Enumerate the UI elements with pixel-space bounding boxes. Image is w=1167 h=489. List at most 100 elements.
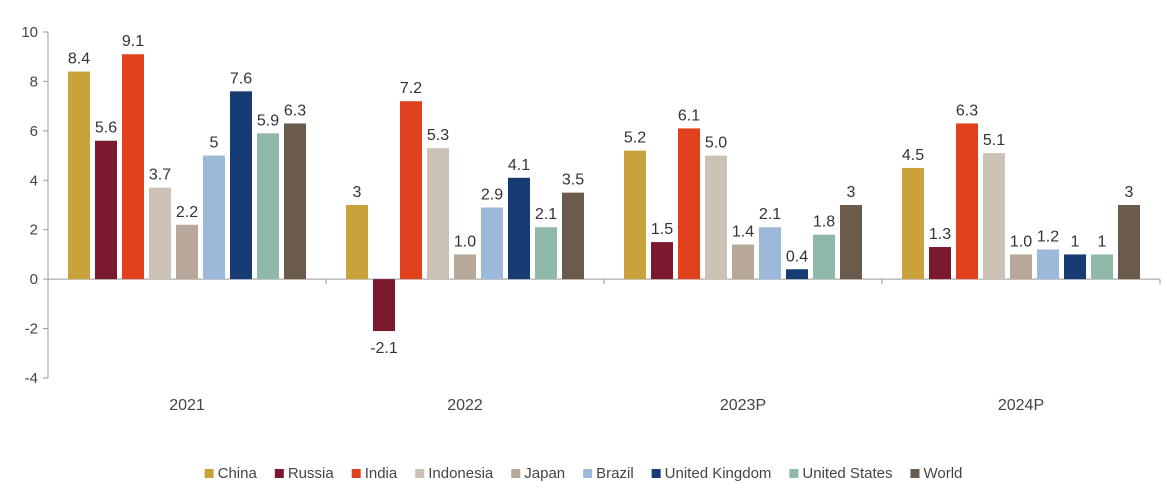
- data-label: 5.0: [705, 135, 727, 152]
- y-tick-label: 2: [30, 222, 38, 239]
- legend: China Russia India Indonesia Japan Brazil Unit…: [204, 465, 962, 482]
- bar-brazil-2023p: [759, 227, 781, 280]
- y-tick-label: 8: [30, 73, 38, 90]
- legend-label: United Kingdom: [665, 465, 772, 482]
- legend-item-china: China: [204, 465, 258, 482]
- bar-russia-2022: [373, 279, 395, 332]
- bar-united-states-2023p: [813, 234, 835, 280]
- bar-united-kingdom-2023p: [786, 269, 808, 280]
- data-label: 4.1: [508, 157, 530, 174]
- data-label: 1.4: [732, 224, 754, 241]
- x-category-label: 2023P: [720, 397, 766, 414]
- legend-item-india: India: [351, 465, 398, 482]
- data-label: 2.9: [481, 186, 503, 203]
- data-label: 3.7: [149, 167, 171, 184]
- bar-japan-2024p: [1010, 254, 1032, 280]
- y-tick-label: 10: [21, 24, 38, 41]
- data-label: 3.5: [562, 172, 584, 189]
- bar-world-2024p: [1118, 205, 1140, 280]
- bar-japan-2021: [176, 224, 198, 280]
- bar-brazil-2024p: [1037, 249, 1059, 280]
- legend-swatch: [274, 469, 284, 478]
- legend-label: Indonesia: [428, 465, 494, 482]
- bar-indonesia-2021: [149, 187, 171, 280]
- data-label: 6.3: [284, 102, 306, 119]
- data-label: 1.0: [1010, 233, 1032, 250]
- data-label: 5.3: [427, 127, 449, 144]
- legend-item-brazil: Brazil: [583, 465, 634, 482]
- bar-brazil-2021: [203, 155, 225, 280]
- legend-swatch: [204, 469, 214, 478]
- bar-brazil-2022: [481, 207, 503, 280]
- bar-japan-2022: [454, 254, 476, 280]
- data-label: 3: [847, 184, 856, 201]
- legend-swatch: [511, 469, 521, 478]
- data-label: 7.6: [230, 70, 252, 87]
- bar-united-states-2021: [257, 133, 279, 280]
- data-label: 3: [1125, 184, 1134, 201]
- y-tick-label: 4: [30, 172, 38, 189]
- data-label: 1.0: [454, 233, 476, 250]
- x-category-label: 2024P: [998, 397, 1044, 414]
- data-label: 1.3: [929, 226, 951, 243]
- legend-swatch: [351, 469, 361, 478]
- legend-label: Japan: [524, 465, 565, 482]
- legend-item-united-states: United States: [789, 465, 892, 482]
- bar-china-2022: [346, 205, 368, 280]
- bar-world-2022: [562, 192, 584, 280]
- bar-india-2024p: [956, 123, 978, 280]
- legend-label: United States: [802, 465, 892, 482]
- legend-swatch: [910, 469, 920, 478]
- bar-world-2021: [284, 123, 306, 280]
- bar-world-2023p: [840, 205, 862, 280]
- legend-swatch: [415, 469, 425, 478]
- data-label: 6.3: [956, 102, 978, 119]
- bar-russia-2021: [95, 140, 117, 280]
- bar-indonesia-2023p: [705, 155, 727, 280]
- bar-china-2024p: [902, 167, 924, 280]
- legend-item-japan: Japan: [511, 465, 565, 482]
- legend-label: Russia: [288, 465, 335, 482]
- data-label: 5.9: [257, 112, 279, 129]
- y-tick-label: 0: [30, 271, 38, 288]
- bars-layer: [68, 54, 1140, 332]
- data-label: 5: [210, 135, 219, 152]
- legend-label: China: [218, 465, 258, 482]
- data-label: 1: [1071, 233, 1080, 250]
- legend-item-united-kingdom: United Kingdom: [651, 465, 772, 482]
- data-label: 5.1: [983, 132, 1005, 149]
- x-category-label: 2021: [169, 397, 205, 414]
- legend-item-russia: Russia: [274, 465, 335, 482]
- bar-japan-2023p: [732, 244, 754, 280]
- bar-indonesia-2022: [427, 148, 449, 280]
- data-label: 1.5: [651, 221, 673, 238]
- legend-swatch: [651, 469, 661, 478]
- data-label: 1.2: [1037, 228, 1059, 245]
- legend-item-world: World: [910, 465, 962, 482]
- bar-russia-2023p: [651, 242, 673, 280]
- legend-item-indonesia: Indonesia: [415, 465, 494, 482]
- data-label: 1: [1098, 233, 1107, 250]
- data-label: 2.2: [176, 204, 198, 221]
- data-label: 0.4: [786, 248, 808, 265]
- data-labels-layer: 8.4 5.6 9.1 3.7 2.2 5 7.6 5.9 6.3 3 -2.1 7.2 5.3 1.0 2…: [68, 33, 1134, 357]
- bar-united-kingdom-2022: [508, 177, 530, 280]
- y-tick-label: -4: [25, 370, 38, 387]
- data-label: 6.1: [678, 107, 700, 124]
- data-label: 4.5: [902, 147, 924, 164]
- data-label: 2.1: [535, 206, 557, 223]
- legend-swatch: [583, 469, 593, 478]
- y-tick-label: 6: [30, 123, 38, 140]
- bar-india-2023p: [678, 128, 700, 280]
- data-label: 8.4: [68, 51, 90, 68]
- legend-swatch: [789, 469, 799, 478]
- y-tick-label: -2: [25, 321, 38, 338]
- data-label: 3: [353, 184, 362, 201]
- legend-label: India: [365, 465, 398, 482]
- legend-label: World: [923, 465, 962, 482]
- data-label: -2.1: [370, 340, 398, 357]
- legend-label: Brazil: [596, 465, 634, 482]
- bar-united-kingdom-2021: [230, 91, 252, 280]
- bar-india-2022: [400, 101, 422, 280]
